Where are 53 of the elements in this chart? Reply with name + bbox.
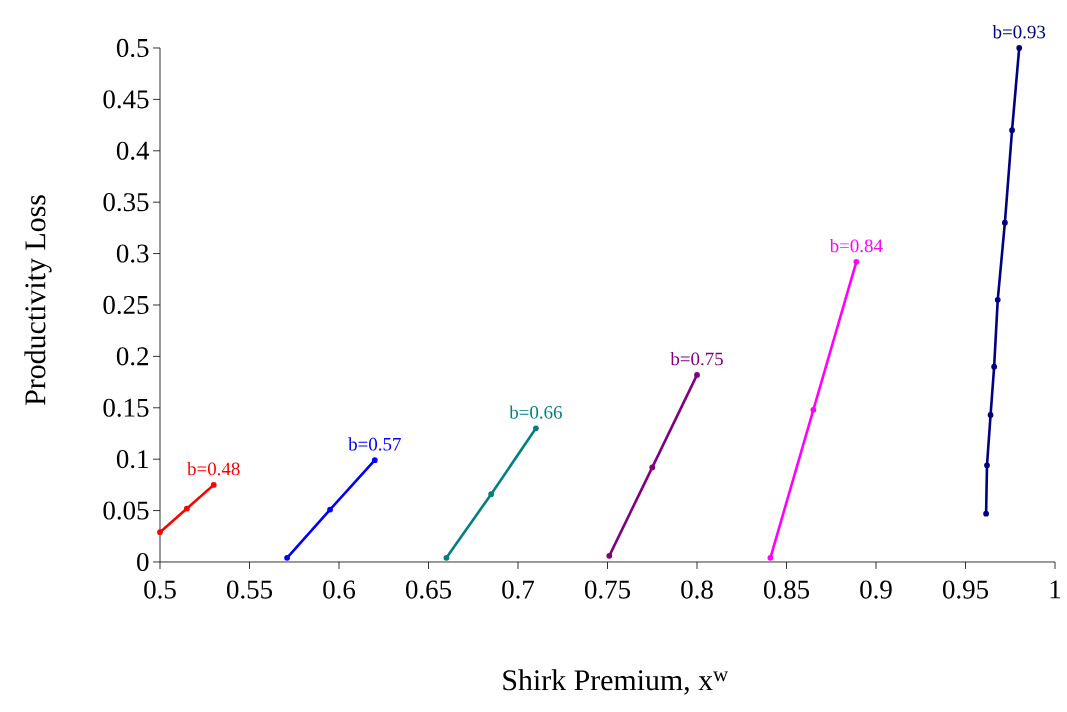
x-tick-label: 0.85 <box>764 580 809 599</box>
x-tick-label: 0.5 <box>144 580 176 599</box>
point <box>694 371 700 378</box>
point <box>853 258 860 265</box>
series-label: b=0.75 <box>670 351 723 366</box>
point <box>1001 219 1008 226</box>
y-tick-label: 0.05 <box>103 501 149 520</box>
point <box>157 529 163 536</box>
point <box>533 425 539 432</box>
point <box>984 462 990 469</box>
point <box>183 505 190 512</box>
point <box>443 554 450 561</box>
point <box>767 554 774 561</box>
y-tick-label: 0.45 <box>103 90 149 109</box>
point <box>991 363 998 370</box>
point <box>371 457 378 464</box>
y-axis-title: Productivity Loss <box>24 195 52 405</box>
y-tick-label: 0.35 <box>103 193 149 212</box>
point <box>284 554 290 561</box>
y-tick-label: 0.15 <box>103 398 149 417</box>
y-tick-label: 0.3 <box>116 244 149 263</box>
y-tick-label: 0.5 <box>116 38 149 58</box>
x-tick-label: 0.9 <box>860 580 892 599</box>
series-label: b=0.93 <box>992 25 1046 39</box>
x-tick-label: 0.65 <box>406 580 451 599</box>
y-tick-label: 0.25 <box>103 295 149 315</box>
x-tick-label: 0.7 <box>502 580 535 599</box>
y-tick-label: 0.4 <box>116 141 150 160</box>
x-tick-label: 0.75 <box>585 580 630 599</box>
series-label: b=0.48 <box>187 461 240 476</box>
series-label: b=0.57 <box>348 437 401 451</box>
point <box>488 491 495 498</box>
point <box>210 481 217 488</box>
series-label: b=0.84 <box>829 238 883 253</box>
point <box>1009 127 1015 134</box>
y-tick-label: 0.1 <box>116 450 148 469</box>
point <box>649 464 656 471</box>
y-tick-label: 0.2 <box>116 347 149 366</box>
point <box>810 406 817 413</box>
x-tick-label: 1 <box>1050 580 1061 599</box>
point <box>1016 45 1023 51</box>
x-axis-title: Shirk Premium, x$^{w}$ <box>503 669 729 695</box>
series-label: b=0.66 <box>509 405 562 419</box>
point <box>327 506 333 513</box>
point <box>983 510 989 517</box>
x-tick-label: 0.55 <box>227 580 272 599</box>
point <box>606 552 613 559</box>
x-tick-label: 0.8 <box>681 580 713 599</box>
point <box>987 412 994 418</box>
point <box>994 296 1001 303</box>
y-tick-label: 0 <box>137 552 149 572</box>
x-tick-label: 0.6 <box>323 580 356 599</box>
x-tick-label: 0.95 <box>943 580 988 599</box>
